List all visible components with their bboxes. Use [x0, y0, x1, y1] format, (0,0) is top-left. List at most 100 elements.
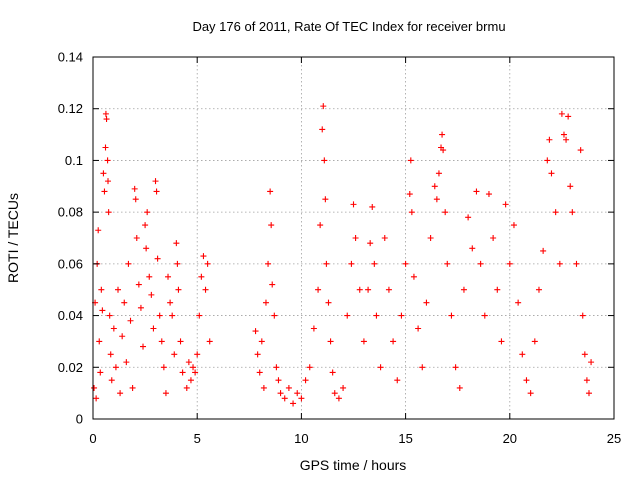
data-point [415, 325, 422, 332]
data-point [100, 170, 107, 177]
data-point [265, 260, 272, 267]
data-point [117, 390, 124, 397]
data-point [325, 299, 332, 306]
data-point [95, 227, 102, 234]
data-point [527, 390, 534, 397]
x-tick-label: 5 [194, 431, 201, 446]
data-point [262, 299, 269, 306]
x-tick-label: 25 [607, 431, 621, 446]
data-point [531, 338, 538, 345]
data-point [275, 377, 282, 384]
data-point [523, 377, 530, 384]
data-point [490, 235, 497, 241]
data-point [390, 338, 397, 345]
data-point [137, 304, 144, 311]
data-point [140, 343, 147, 350]
y-tick-label: 0.1 [65, 153, 83, 168]
y-tick-label: 0.04 [58, 308, 83, 323]
data-point [563, 136, 570, 143]
data-point [185, 359, 192, 366]
data-point [93, 395, 100, 402]
y-tick-label: 0.08 [58, 205, 83, 220]
data-point [165, 273, 172, 280]
data-point [569, 209, 576, 216]
data-point [423, 299, 430, 306]
data-point [206, 338, 213, 345]
x-tick-label: 20 [503, 431, 517, 446]
data-point [317, 222, 324, 229]
data-point [377, 364, 384, 371]
data-point [431, 183, 438, 190]
data-point [115, 286, 122, 293]
data-point [335, 395, 342, 402]
data-point [546, 136, 553, 143]
data-point [577, 147, 584, 154]
data-point [192, 369, 199, 376]
data-point [101, 188, 108, 195]
data-point [183, 384, 190, 391]
data-point [160, 364, 167, 371]
data-point [322, 196, 329, 203]
data-point [319, 126, 326, 133]
data-point [321, 157, 328, 164]
data-point [352, 235, 359, 241]
axis-ticks [92, 56, 615, 420]
data-point [103, 116, 110, 123]
data-point [167, 299, 174, 306]
data-point [142, 222, 149, 229]
data-point [320, 103, 327, 110]
data-point [298, 395, 305, 402]
x-axis-label: GPS time / hours [300, 457, 407, 473]
data-point [406, 191, 413, 198]
data-point [104, 157, 111, 164]
data-point [179, 369, 186, 376]
data-point [494, 286, 501, 293]
data-point [331, 390, 338, 397]
data-point [260, 384, 267, 391]
data-point [573, 260, 580, 267]
data-point [502, 201, 509, 208]
data-point [442, 209, 449, 216]
x-tick-label: 0 [89, 431, 96, 446]
data-point [556, 260, 563, 267]
data-point [306, 364, 313, 371]
data-point [583, 377, 590, 384]
data-point [202, 286, 209, 293]
data-point [106, 312, 113, 319]
data-point [268, 222, 275, 229]
data-point [174, 260, 181, 267]
y-tick-label: 0.14 [58, 50, 83, 65]
data-point [448, 312, 455, 319]
data-point [544, 157, 551, 164]
data-point [381, 235, 388, 241]
data-point [371, 260, 378, 267]
data-point [96, 338, 103, 345]
data-point [112, 364, 119, 371]
data-point [267, 188, 274, 195]
data-point [271, 312, 278, 319]
data-point [552, 209, 559, 216]
data-point [256, 369, 263, 376]
data-point [433, 196, 440, 203]
data-point [344, 312, 351, 319]
data-point [123, 359, 130, 366]
data-point [473, 188, 480, 195]
data-point [419, 364, 426, 371]
data-point [485, 191, 492, 198]
data-point [373, 312, 380, 319]
data-point [273, 364, 280, 371]
data-point [460, 286, 467, 293]
data-point [107, 351, 114, 358]
data-point [121, 299, 128, 306]
data-point [108, 377, 115, 384]
data-point [348, 260, 355, 267]
data-point [277, 390, 284, 397]
data-point [269, 281, 276, 288]
data-point [154, 255, 161, 262]
data-point [196, 312, 203, 319]
data-point [540, 247, 547, 254]
data-point [327, 338, 334, 345]
y-tick-label: 0 [76, 412, 83, 427]
data-point [469, 245, 476, 252]
data-point [129, 384, 136, 391]
